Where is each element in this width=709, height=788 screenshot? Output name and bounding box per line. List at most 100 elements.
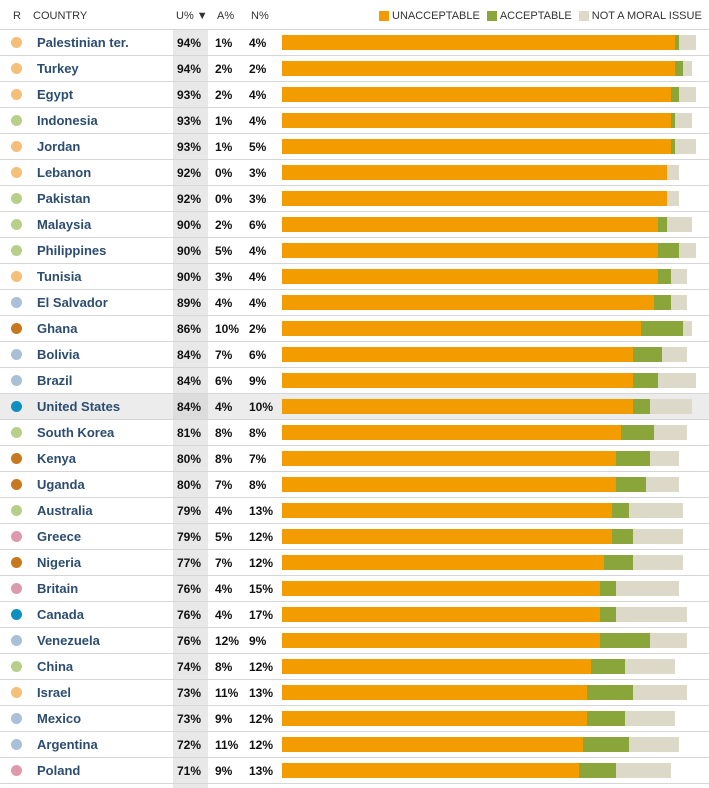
table-row[interactable]: Mexico 73% 9% 12%: [0, 705, 709, 731]
stacked-bar-israel[interactable]: [282, 685, 700, 700]
stacked-bar-kenya[interactable]: [282, 451, 700, 466]
table-row[interactable]: Israel 73% 11% 13%: [0, 679, 709, 705]
country-name-canada[interactable]: Canada: [37, 607, 84, 622]
table-row[interactable]: Britain 76% 4% 15%: [0, 575, 709, 601]
bar-acceptable-indonesia: [670, 113, 675, 128]
region-column-header[interactable]: R: [13, 10, 21, 22]
country-name-south-korea[interactable]: South Korea: [37, 425, 115, 440]
table-row[interactable]: Ghana 86% 10% 2%: [0, 315, 709, 341]
country-column-header[interactable]: COUNTRY: [33, 10, 88, 22]
table-row[interactable]: Pakistan 92% 0% 3%: [0, 185, 709, 211]
stacked-bar-turkey[interactable]: [282, 61, 700, 76]
stacked-bar-greece[interactable]: [282, 529, 700, 544]
country-name-argentina[interactable]: Argentina: [37, 737, 98, 752]
country-name-nigeria[interactable]: Nigeria: [37, 555, 82, 570]
stacked-bar-indonesia[interactable]: [282, 113, 700, 128]
stacked-bar-ghana[interactable]: [282, 321, 700, 336]
table-row[interactable]: Uganda 80% 7% 8%: [0, 471, 709, 497]
stacked-bar-argentina[interactable]: [282, 737, 700, 752]
country-name-brazil[interactable]: Brazil: [37, 373, 73, 388]
country-name-israel[interactable]: Israel: [37, 685, 71, 700]
country-name-bolivia[interactable]: Bolivia: [37, 347, 80, 362]
stacked-bar-egypt[interactable]: [282, 87, 700, 102]
stacked-bar-tunisia[interactable]: [282, 269, 700, 284]
stacked-bar-lebanon[interactable]: [282, 165, 700, 180]
stacked-bar-uganda[interactable]: [282, 477, 700, 492]
table-row[interactable]: Argentina 72% 11% 12%: [0, 731, 709, 757]
stacked-bar-philippines[interactable]: [282, 243, 700, 258]
country-name-britain[interactable]: Britain: [37, 581, 79, 596]
bar-acceptable-jordan: [670, 139, 675, 154]
table-row[interactable]: Poland 71% 9% 13%: [0, 757, 709, 783]
table-row[interactable]: Venezuela 76% 12% 9%: [0, 627, 709, 653]
table-row[interactable]: Brazil 84% 6% 9%: [0, 367, 709, 393]
table-row[interactable]: Lebanon 92% 0% 3%: [0, 159, 709, 185]
stacked-bar-el-salvador[interactable]: [282, 295, 700, 310]
country-name-turkey[interactable]: Turkey: [37, 61, 79, 76]
table-row[interactable]: Greece 79% 5% 12%: [0, 523, 709, 549]
country-name-pakistan[interactable]: Pakistan: [37, 191, 91, 206]
stacked-bar-south-korea[interactable]: [282, 425, 700, 440]
country-name-egypt[interactable]: Egypt: [37, 87, 74, 102]
table-row[interactable]: Australia 79% 4% 13%: [0, 497, 709, 523]
country-name-poland[interactable]: Poland: [37, 763, 81, 778]
stacked-bar-pakistan[interactable]: [282, 191, 700, 206]
region-dot-united-states: [11, 401, 22, 412]
table-row[interactable]: United States 84% 4% 10%: [0, 393, 709, 419]
stacked-bar-malaysia[interactable]: [282, 217, 700, 232]
country-name-ghana[interactable]: Ghana: [37, 321, 78, 336]
region-dot-indonesia: [11, 115, 22, 126]
acceptable-column-header[interactable]: A%: [217, 10, 235, 22]
table-row[interactable]: Canada 76% 4% 17%: [0, 601, 709, 627]
stacked-bar-australia[interactable]: [282, 503, 700, 518]
not-moral-issue-column-header[interactable]: N%: [251, 10, 269, 22]
table-row[interactable]: Malaysia 90% 2% 6%: [0, 211, 709, 237]
country-name-kenya[interactable]: Kenya: [37, 451, 77, 466]
unacceptable-column-header[interactable]: U% ▼: [176, 10, 208, 22]
unacceptable-value-poland: 71%: [177, 764, 202, 778]
country-name-united-states[interactable]: United States: [37, 399, 121, 414]
bar-not-moral-issue-united-states: [649, 399, 692, 414]
country-name-jordan[interactable]: Jordan: [37, 139, 81, 154]
table-row[interactable]: Jordan 93% 1% 5%: [0, 133, 709, 159]
stacked-bar-jordan[interactable]: [282, 139, 700, 154]
table-row[interactable]: South Korea 81% 8% 8%: [0, 419, 709, 445]
stacked-bar-venezuela[interactable]: [282, 633, 700, 648]
table-row[interactable]: El Salvador 89% 4% 4%: [0, 289, 709, 315]
country-name-indonesia[interactable]: Indonesia: [37, 113, 98, 128]
stacked-bar-mexico[interactable]: [282, 711, 700, 726]
country-name-palestinian-ter[interactable]: Palestinian ter.: [37, 35, 129, 50]
country-name-el-salvador[interactable]: El Salvador: [37, 295, 108, 310]
table-row[interactable]: Bolivia 84% 7% 6%: [0, 341, 709, 367]
country-name-venezuela[interactable]: Venezuela: [37, 633, 100, 648]
table-row[interactable]: Indonesia 93% 1% 4%: [0, 107, 709, 133]
region-dot-egypt: [11, 89, 22, 100]
table-row[interactable]: Kenya 80% 8% 7%: [0, 445, 709, 471]
stacked-bar-nigeria[interactable]: [282, 555, 700, 570]
country-name-mexico[interactable]: Mexico: [37, 711, 82, 726]
table-row[interactable]: Philippines 90% 5% 4%: [0, 237, 709, 263]
table-row[interactable]: Nigeria 77% 7% 12%: [0, 549, 709, 575]
country-name-tunisia[interactable]: Tunisia: [37, 269, 82, 284]
country-name-greece[interactable]: Greece: [37, 529, 82, 544]
country-name-lebanon[interactable]: Lebanon: [37, 165, 92, 180]
table-row[interactable]: Egypt 93% 2% 4%: [0, 81, 709, 107]
country-name-uganda[interactable]: Uganda: [37, 477, 85, 492]
stacked-bar-bolivia[interactable]: [282, 347, 700, 362]
stacked-bar-canada[interactable]: [282, 607, 700, 622]
country-name-china[interactable]: China: [37, 659, 74, 674]
country-name-philippines[interactable]: Philippines: [37, 243, 107, 258]
stacked-bar-brazil[interactable]: [282, 373, 700, 388]
bar-acceptable-malaysia: [658, 217, 667, 232]
stacked-bar-poland[interactable]: [282, 763, 700, 778]
table-row[interactable]: Turkey 94% 2% 2%: [0, 55, 709, 81]
stacked-bar-united-states[interactable]: [282, 399, 700, 414]
table-row[interactable]: China 74% 8% 12%: [0, 653, 709, 679]
country-name-australia[interactable]: Australia: [37, 503, 93, 518]
stacked-bar-china[interactable]: [282, 659, 700, 674]
table-row[interactable]: Palestinian ter. 94% 1% 4%: [0, 29, 709, 55]
stacked-bar-palestinian-ter[interactable]: [282, 35, 700, 50]
stacked-bar-britain[interactable]: [282, 581, 700, 596]
country-name-malaysia[interactable]: Malaysia: [37, 217, 92, 232]
table-row[interactable]: Tunisia 90% 3% 4%: [0, 263, 709, 289]
